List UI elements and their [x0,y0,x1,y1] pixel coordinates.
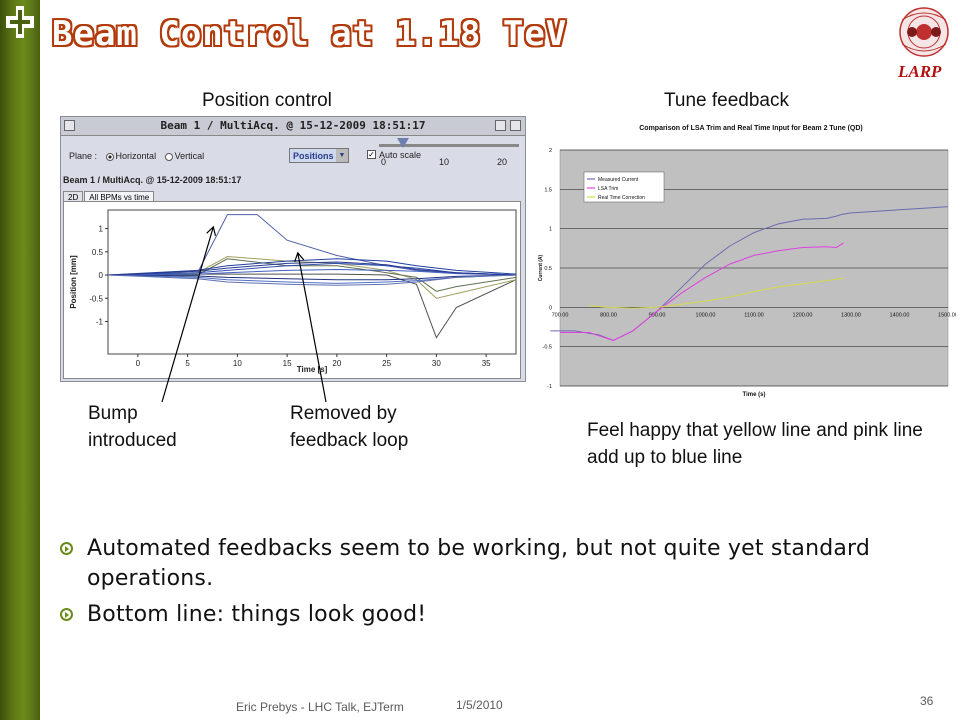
y-tick-label: 1 [549,227,552,233]
bpm-series-line [107,274,517,281]
bullet-item: Bottom line: things look good! [60,600,920,630]
bullet-text: Automated feedbacks seem to be working, … [87,536,871,591]
window-menu-icon[interactable] [64,120,75,131]
y-tick-label: -1 [547,384,552,390]
x-tick-label: 10 [233,359,242,368]
mode-dropdown-value: Positions [293,151,334,161]
annotation-removed: Removed by feedback loop [290,403,409,451]
caption-tune-feedback: Tune feedback [664,90,789,111]
plane-label: Plane : [69,151,98,161]
caption-position-control: Position control [202,90,332,111]
y-tick-label: 0 [549,305,552,311]
tune-series-line [560,242,844,341]
footer-page-number: 36 [920,694,934,708]
annotation-bump: Bump introduced [88,403,177,451]
x-tick-label: 25 [382,359,391,368]
larp-logo [899,7,949,57]
x-tick-label: 20 [332,359,341,368]
bpm-series-line [107,268,517,276]
tune-series-line [589,277,844,309]
window-titlebar: Beam 1 / MultiAcq. @ 15-12-2009 18:51:17 [61,117,525,136]
x-tick-label: 1500.00 [938,312,956,318]
autoscale-label: Auto scale [379,150,422,160]
x-axis-label: Time [s] [297,365,328,374]
x-tick-label: 900.00 [649,312,666,318]
x-tick-label: 0 [136,359,141,368]
y-tick-label: 1.5 [544,187,552,193]
minimize-icon[interactable] [495,120,506,131]
footer-author: Eric Prebys - LHC Talk, EJTerm [236,700,404,714]
bpm-series-line [107,274,517,286]
radio-vertical[interactable] [164,152,173,161]
y-axis-label: Current (A) [538,254,544,281]
x-axis-label: Time (s) [743,392,766,398]
radio-horizontal-label: Horizontal [115,151,157,161]
radio-horizontal[interactable] [105,152,114,161]
x-tick-label: 1400.00 [890,312,910,318]
y-tick-label: 0 [99,271,104,280]
y-tick-label: -0.5 [543,345,552,351]
time-slider-track[interactable] [379,144,519,147]
y-tick-label: -0.5 [89,294,103,303]
bullet-text: Bottom line: things look good! [87,602,427,627]
autoscale-checkbox[interactable]: ✓ [367,150,376,159]
x-tick-label: 1100.00 [744,312,763,318]
slider-tick: 20 [497,157,508,167]
slider-tick: 10 [439,157,450,167]
arrow-bump [161,228,213,403]
x-tick-label: 700.00 [552,312,569,318]
fermilab-logo [6,6,34,38]
annotation-happy: Feel happy that yellow line and pink lin… [587,420,923,468]
y-tick-label: -1 [96,317,104,326]
y-axis-label: Position [mm] [69,255,78,309]
slide-title: Beam Control at 1.18 TeV [52,14,568,54]
chevron-down-icon: ▼ [336,149,348,162]
radio-vertical-label: Vertical [174,151,205,161]
x-tick-label: 1300.00 [841,312,861,318]
time-slider-thumb[interactable] [397,138,409,148]
x-tick-label: 15 [283,359,292,368]
x-tick-label: 1000.00 [696,312,716,318]
legend-label: Measured Current [598,177,639,183]
bullet-item: Automated feedbacks seem to be working, … [60,534,920,594]
x-tick-label: 5 [185,359,190,368]
bpm-series-line [108,258,517,292]
y-tick-label: 1 [99,225,104,234]
larp-label: LARP [898,62,942,81]
x-tick-label: 1200.00 [793,312,813,318]
footer-date: 1/5/2010 [456,698,503,712]
bpm-series-line [107,261,517,276]
bullet-icon [60,542,73,555]
x-tick-label: 800.00 [600,312,617,318]
tune-feedback-chart: Comparison of LSA Trim and Real Time Inp… [538,125,958,398]
bullet-icon [60,608,73,621]
legend-label: Real Time Correction [598,195,645,201]
plane-selector: Plane : Horizontal Vertical [69,149,204,163]
bpm-series-line [107,273,517,339]
x-tick-label: 30 [432,359,441,368]
legend-label: LSA Trim [598,186,618,192]
y-tick-label: 2 [549,148,552,154]
slider-tick: 0 [381,157,387,167]
arrow-removed [298,254,327,403]
acquisition-subtitle: Beam 1 / MultiAcq. @ 15-12-2009 18:51:17 [63,175,242,185]
mode-dropdown[interactable]: Positions ▼ [289,148,349,163]
bpm-series-line [107,255,517,299]
bullet-list: Automated feedbacks seem to be working, … [60,534,920,636]
x-tick-label: 35 [482,359,491,368]
bpm-series-line [107,258,517,276]
chart-title: Comparison of LSA Trim and Real Time Inp… [639,125,863,132]
tune-feedback-chart-panel: Comparison of LSA Trim and Real Time Inp… [536,116,958,400]
y-tick-label: 0.5 [92,248,104,257]
y-tick-label: 0.5 [544,266,552,272]
maximize-icon[interactable] [510,120,521,131]
legend-box [583,171,665,203]
sidebar-accent-bar [0,0,40,720]
